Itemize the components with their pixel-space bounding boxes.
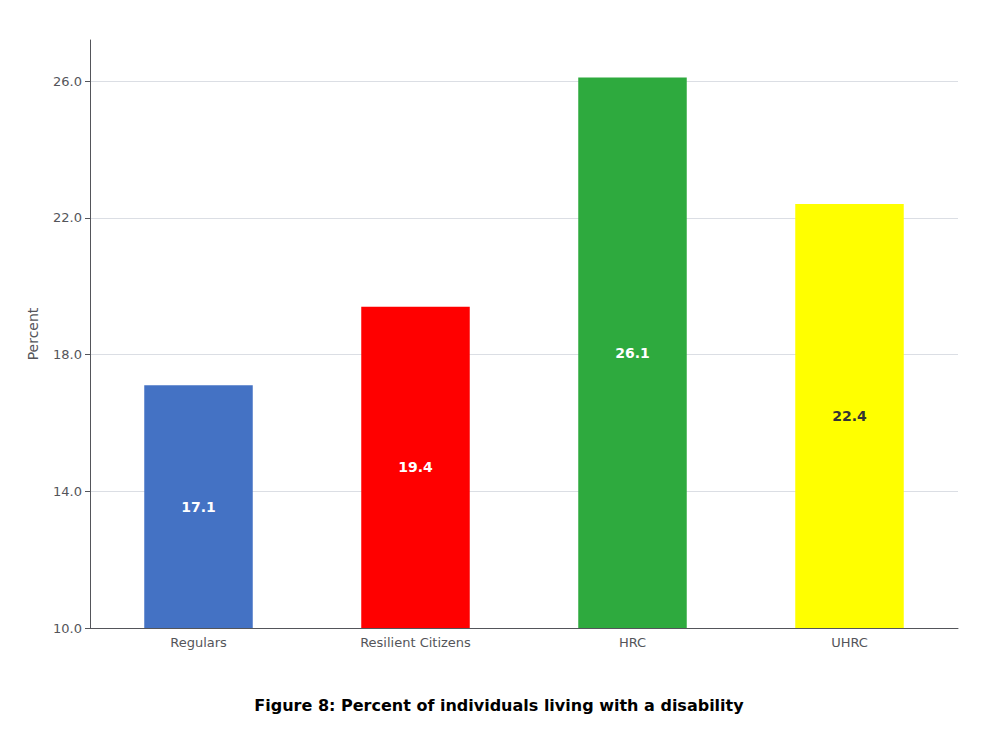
svg-text:Regulars: Regulars (170, 635, 227, 650)
svg-text:14.0: 14.0 (53, 484, 82, 499)
svg-text:Percent: Percent (25, 307, 41, 360)
svg-text:19.4: 19.4 (398, 459, 433, 475)
svg-text:26.0: 26.0 (53, 74, 82, 89)
svg-text:HRC: HRC (619, 635, 646, 650)
svg-text:22.4: 22.4 (832, 408, 867, 424)
svg-text:Resilient Citizens: Resilient Citizens (360, 635, 471, 650)
svg-text:UHRC: UHRC (831, 635, 868, 650)
svg-text:10.0: 10.0 (53, 621, 82, 636)
svg-text:18.0: 18.0 (53, 347, 82, 362)
svg-text:22.0: 22.0 (53, 210, 82, 225)
svg-text:Figure 8: Percent of individua: Figure 8: Percent of individuals living … (254, 696, 744, 715)
svg-text:17.1: 17.1 (181, 499, 216, 515)
svg-text:26.1: 26.1 (615, 345, 650, 361)
